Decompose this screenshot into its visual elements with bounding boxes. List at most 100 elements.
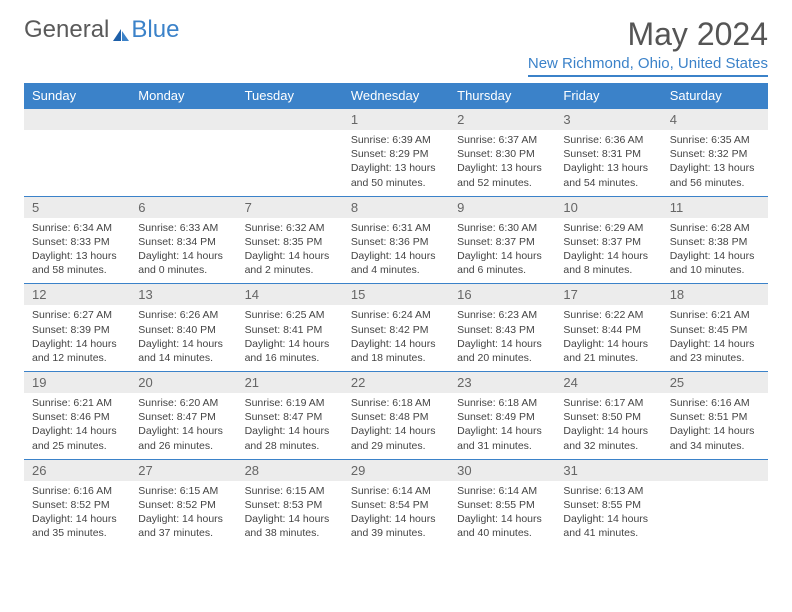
day-number: 6 <box>130 197 236 218</box>
day-body <box>130 130 236 188</box>
day-body: Sunrise: 6:15 AMSunset: 8:52 PMDaylight:… <box>130 481 236 547</box>
day-number: 5 <box>24 197 130 218</box>
calendar-cell: 10Sunrise: 6:29 AMSunset: 8:37 PMDayligh… <box>555 196 661 284</box>
calendar-cell: 15Sunrise: 6:24 AMSunset: 8:42 PMDayligh… <box>343 284 449 372</box>
day-number: 24 <box>555 372 661 393</box>
logo: General Blue <box>24 16 179 44</box>
day-body: Sunrise: 6:17 AMSunset: 8:50 PMDaylight:… <box>555 393 661 459</box>
sunset-text: Sunset: 8:30 PM <box>457 147 547 161</box>
daylight-text: Daylight: 13 hours and 54 minutes. <box>563 161 653 189</box>
sunset-text: Sunset: 8:48 PM <box>351 410 441 424</box>
day-number <box>130 109 236 130</box>
day-body: Sunrise: 6:26 AMSunset: 8:40 PMDaylight:… <box>130 305 236 371</box>
sunset-text: Sunset: 8:36 PM <box>351 235 441 249</box>
calendar-cell: 12Sunrise: 6:27 AMSunset: 8:39 PMDayligh… <box>24 284 130 372</box>
day-body: Sunrise: 6:28 AMSunset: 8:38 PMDaylight:… <box>662 218 768 284</box>
day-body: Sunrise: 6:32 AMSunset: 8:35 PMDaylight:… <box>237 218 343 284</box>
daylight-text: Daylight: 14 hours and 10 minutes. <box>670 249 760 277</box>
sunset-text: Sunset: 8:31 PM <box>563 147 653 161</box>
sunset-text: Sunset: 8:38 PM <box>670 235 760 249</box>
day-number: 2 <box>449 109 555 130</box>
day-number <box>237 109 343 130</box>
calendar-cell <box>237 109 343 197</box>
calendar-cell: 14Sunrise: 6:25 AMSunset: 8:41 PMDayligh… <box>237 284 343 372</box>
location-label: New Richmond, Ohio, United States <box>528 55 768 77</box>
sunrise-text: Sunrise: 6:22 AM <box>563 308 653 322</box>
day-number: 30 <box>449 460 555 481</box>
calendar-cell: 4Sunrise: 6:35 AMSunset: 8:32 PMDaylight… <box>662 109 768 197</box>
daylight-text: Daylight: 14 hours and 18 minutes. <box>351 337 441 365</box>
sunset-text: Sunset: 8:52 PM <box>32 498 122 512</box>
day-number: 3 <box>555 109 661 130</box>
daylight-text: Daylight: 14 hours and 16 minutes. <box>245 337 335 365</box>
day-body: Sunrise: 6:33 AMSunset: 8:34 PMDaylight:… <box>130 218 236 284</box>
calendar-cell: 28Sunrise: 6:15 AMSunset: 8:53 PMDayligh… <box>237 459 343 546</box>
daylight-text: Daylight: 14 hours and 40 minutes. <box>457 512 547 540</box>
calendar-cell: 19Sunrise: 6:21 AMSunset: 8:46 PMDayligh… <box>24 372 130 460</box>
calendar-week: 1Sunrise: 6:39 AMSunset: 8:29 PMDaylight… <box>24 109 768 197</box>
calendar-table: SundayMondayTuesdayWednesdayThursdayFrid… <box>24 83 768 546</box>
calendar-cell: 27Sunrise: 6:15 AMSunset: 8:52 PMDayligh… <box>130 459 236 546</box>
sunrise-text: Sunrise: 6:39 AM <box>351 133 441 147</box>
sunrise-text: Sunrise: 6:23 AM <box>457 308 547 322</box>
weekday-row: SundayMondayTuesdayWednesdayThursdayFrid… <box>24 83 768 109</box>
weekday-header: Tuesday <box>237 83 343 109</box>
sunset-text: Sunset: 8:51 PM <box>670 410 760 424</box>
sunset-text: Sunset: 8:33 PM <box>32 235 122 249</box>
daylight-text: Daylight: 14 hours and 39 minutes. <box>351 512 441 540</box>
sunrise-text: Sunrise: 6:31 AM <box>351 221 441 235</box>
calendar-cell: 23Sunrise: 6:18 AMSunset: 8:49 PMDayligh… <box>449 372 555 460</box>
day-body: Sunrise: 6:23 AMSunset: 8:43 PMDaylight:… <box>449 305 555 371</box>
sunset-text: Sunset: 8:37 PM <box>563 235 653 249</box>
day-body: Sunrise: 6:37 AMSunset: 8:30 PMDaylight:… <box>449 130 555 196</box>
daylight-text: Daylight: 14 hours and 41 minutes. <box>563 512 653 540</box>
daylight-text: Daylight: 14 hours and 0 minutes. <box>138 249 228 277</box>
day-number: 28 <box>237 460 343 481</box>
title-block: May 2024 New Richmond, Ohio, United Stat… <box>528 16 768 77</box>
daylight-text: Daylight: 14 hours and 32 minutes. <box>563 424 653 452</box>
calendar-cell: 30Sunrise: 6:14 AMSunset: 8:55 PMDayligh… <box>449 459 555 546</box>
sunset-text: Sunset: 8:52 PM <box>138 498 228 512</box>
day-number <box>24 109 130 130</box>
calendar-cell: 13Sunrise: 6:26 AMSunset: 8:40 PMDayligh… <box>130 284 236 372</box>
sunset-text: Sunset: 8:47 PM <box>245 410 335 424</box>
logo-text-1: General <box>24 16 109 44</box>
daylight-text: Daylight: 13 hours and 52 minutes. <box>457 161 547 189</box>
weekday-header: Friday <box>555 83 661 109</box>
day-body: Sunrise: 6:27 AMSunset: 8:39 PMDaylight:… <box>24 305 130 371</box>
daylight-text: Daylight: 14 hours and 37 minutes. <box>138 512 228 540</box>
calendar-cell: 31Sunrise: 6:13 AMSunset: 8:55 PMDayligh… <box>555 459 661 546</box>
calendar-cell: 5Sunrise: 6:34 AMSunset: 8:33 PMDaylight… <box>24 196 130 284</box>
sunrise-text: Sunrise: 6:28 AM <box>670 221 760 235</box>
daylight-text: Daylight: 13 hours and 56 minutes. <box>670 161 760 189</box>
sunrise-text: Sunrise: 6:29 AM <box>563 221 653 235</box>
daylight-text: Daylight: 14 hours and 14 minutes. <box>138 337 228 365</box>
calendar-cell: 11Sunrise: 6:28 AMSunset: 8:38 PMDayligh… <box>662 196 768 284</box>
day-number: 17 <box>555 284 661 305</box>
logo-text-2: Blue <box>131 16 179 44</box>
day-body: Sunrise: 6:29 AMSunset: 8:37 PMDaylight:… <box>555 218 661 284</box>
daylight-text: Daylight: 14 hours and 35 minutes. <box>32 512 122 540</box>
sunrise-text: Sunrise: 6:21 AM <box>32 396 122 410</box>
day-body: Sunrise: 6:18 AMSunset: 8:49 PMDaylight:… <box>449 393 555 459</box>
day-body <box>662 481 768 539</box>
day-body: Sunrise: 6:19 AMSunset: 8:47 PMDaylight:… <box>237 393 343 459</box>
day-body: Sunrise: 6:21 AMSunset: 8:45 PMDaylight:… <box>662 305 768 371</box>
calendar-cell: 2Sunrise: 6:37 AMSunset: 8:30 PMDaylight… <box>449 109 555 197</box>
calendar-cell: 18Sunrise: 6:21 AMSunset: 8:45 PMDayligh… <box>662 284 768 372</box>
sunrise-text: Sunrise: 6:20 AM <box>138 396 228 410</box>
sunrise-text: Sunrise: 6:18 AM <box>457 396 547 410</box>
day-number: 31 <box>555 460 661 481</box>
calendar-cell: 24Sunrise: 6:17 AMSunset: 8:50 PMDayligh… <box>555 372 661 460</box>
sunset-text: Sunset: 8:53 PM <box>245 498 335 512</box>
daylight-text: Daylight: 14 hours and 31 minutes. <box>457 424 547 452</box>
day-body: Sunrise: 6:14 AMSunset: 8:55 PMDaylight:… <box>449 481 555 547</box>
sunset-text: Sunset: 8:44 PM <box>563 323 653 337</box>
sunrise-text: Sunrise: 6:14 AM <box>457 484 547 498</box>
sunset-text: Sunset: 8:47 PM <box>138 410 228 424</box>
daylight-text: Daylight: 14 hours and 12 minutes. <box>32 337 122 365</box>
sunset-text: Sunset: 8:55 PM <box>457 498 547 512</box>
sunrise-text: Sunrise: 6:14 AM <box>351 484 441 498</box>
daylight-text: Daylight: 13 hours and 50 minutes. <box>351 161 441 189</box>
calendar-cell: 21Sunrise: 6:19 AMSunset: 8:47 PMDayligh… <box>237 372 343 460</box>
